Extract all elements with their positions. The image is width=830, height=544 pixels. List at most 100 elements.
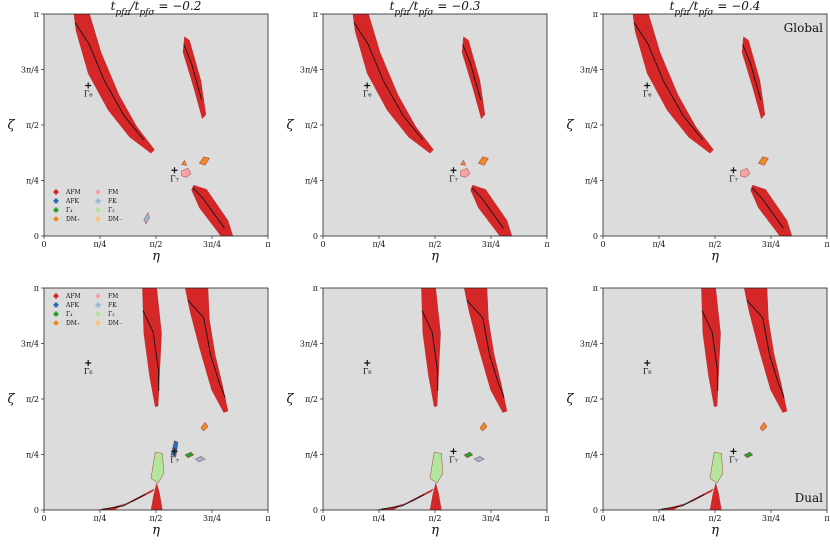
region-dm-4: [477, 156, 489, 166]
legend-label: FK: [108, 198, 117, 205]
row-tag: Global: [784, 21, 823, 35]
legend-marker: [53, 320, 59, 326]
y-tick-label: π/2: [26, 395, 39, 404]
x-tick-label: 3π/4: [203, 240, 221, 249]
high-symmetry-point-marker: [730, 167, 737, 174]
contour-line: [142, 310, 160, 391]
legend-label: AFK: [65, 302, 79, 309]
y-axis-label: ζ: [7, 118, 15, 133]
region-afm-3: [429, 482, 442, 510]
y-tick-label: 0: [313, 506, 318, 515]
legend-marker: [95, 311, 101, 317]
high-symmetry-point-marker: [644, 82, 651, 89]
phase-regions: [352, 14, 513, 236]
phase-regions: [632, 14, 793, 236]
y-tick-label: π/4: [26, 451, 39, 460]
legend: AFM AFK Γ₄ DM₊ FM FK Γ₃ DM₋: [53, 189, 122, 223]
y-tick-label: π/2: [305, 121, 318, 130]
y-axis-label: ζ: [566, 118, 574, 133]
legend-marker: [95, 198, 101, 204]
high-symmetry-point-label: Γ₇: [170, 455, 179, 464]
y-tick-label: π: [593, 10, 598, 19]
y-tick-label: π/4: [305, 177, 318, 186]
high-symmetry-point-label: Γ₆: [363, 89, 372, 98]
legend-marker: [53, 189, 59, 195]
x-axis-label: η: [152, 523, 160, 538]
region-afm-0: [352, 14, 434, 154]
contour-line: [74, 22, 145, 141]
contour-line: [183, 44, 203, 100]
x-tick-label: 0: [600, 514, 605, 523]
region-dm-4: [198, 156, 210, 166]
y-tick-label: π/4: [585, 177, 598, 186]
x-tick-label: 3π/4: [762, 240, 780, 249]
y-tick-label: π/4: [305, 451, 318, 460]
x-tick-label: 0: [320, 514, 325, 523]
legend-label: Γ₃: [108, 207, 115, 214]
y-axis-label: ζ: [566, 392, 574, 407]
row-tag: Dual: [795, 491, 824, 505]
contour-line: [466, 299, 505, 398]
high-symmetry-point-label: Γ₇: [729, 174, 738, 183]
x-tick-label: π: [265, 240, 270, 249]
region-dm-4: [757, 156, 769, 166]
region-fm-3: [181, 167, 192, 178]
y-tick-label: π: [34, 284, 39, 293]
legend-marker: [53, 207, 59, 213]
x-tick-label: π/4: [372, 514, 385, 523]
x-tick-label: π/2: [149, 240, 162, 249]
plot-background: [44, 14, 268, 236]
region--4: [150, 451, 165, 484]
high-symmetry-point-label: Γ₆: [84, 367, 93, 376]
y-axis-label: ζ: [286, 392, 294, 407]
y-tick-label: π/2: [585, 395, 598, 404]
panel-4: 0 π/4 π/2 3π/4 π 0 π/4 π/2 3π/4 π η ζ Γ₆ Γ₇ AFM AFK Γ₄ DM…: [7, 284, 270, 538]
x-tick-label: π/4: [93, 240, 106, 249]
y-tick-label: π: [313, 284, 318, 293]
panel-1: 0 π/4 π/2 3π/4 π 0 π/4 π/2 3π/4 π η ζ Γ₆ Γ₇ AFM AFK Γ₄ DM…: [7, 10, 270, 264]
legend-label: Γ₄: [66, 207, 73, 214]
contour-line: [742, 44, 762, 100]
legend-marker: [95, 216, 101, 222]
region-afm-1: [184, 288, 229, 413]
panel-3: 0 π/4 π/2 3π/4 π 0 π/4 π/2 3π/4 π η ζ Global Γ₆ Γ₇: [566, 10, 829, 264]
y-tick-label: 0: [34, 506, 39, 515]
x-tick-label: π: [544, 514, 549, 523]
x-axis-label: η: [431, 249, 439, 264]
y-tick-label: 3π/4: [300, 66, 318, 75]
x-tick-label: π/2: [708, 240, 721, 249]
y-tick-label: 3π/4: [580, 340, 598, 349]
legend-marker: [95, 189, 101, 195]
legend-marker: [53, 311, 59, 317]
x-tick-label: π/4: [652, 514, 665, 523]
legend-label: AFM: [65, 189, 81, 196]
y-tick-label: 3π/4: [21, 66, 39, 75]
contour-line: [192, 187, 225, 229]
legend-label: AFK: [65, 198, 79, 205]
panel-title: tpfπ/tpfσ = −0.4: [670, 0, 761, 18]
x-tick-label: 3π/4: [203, 514, 221, 523]
contour-line: [462, 44, 482, 100]
legend-marker: [53, 216, 59, 222]
x-tick-label: π/2: [708, 514, 721, 523]
y-tick-label: π/2: [585, 121, 598, 130]
y-tick-label: 3π/4: [300, 340, 318, 349]
high-symmetry-point-marker: [171, 448, 178, 455]
legend: AFM AFK Γ₄ DM₊ FM FK Γ₃ DM₋: [53, 293, 122, 327]
legend-marker: [95, 293, 101, 299]
y-tick-label: π/2: [305, 395, 318, 404]
high-symmetry-point-marker: [364, 360, 371, 367]
region-afm-1: [743, 288, 788, 413]
legend-label: FM: [108, 293, 118, 300]
high-symmetry-point-label: Γ₇: [449, 455, 458, 464]
high-symmetry-point-label: Γ₆: [363, 367, 372, 376]
region-fk-6: [473, 455, 485, 463]
region-afm-0: [701, 288, 721, 408]
x-tick-label: π/2: [428, 514, 441, 523]
high-symmetry-point-marker: [730, 448, 737, 455]
x-tick-label: 3π/4: [762, 514, 780, 523]
region--7: [463, 451, 474, 459]
panel-title: tpfπ/tpfσ = −0.2: [111, 0, 202, 18]
region-afm-3: [150, 482, 163, 510]
high-symmetry-point-label: Γ₆: [643, 89, 652, 98]
